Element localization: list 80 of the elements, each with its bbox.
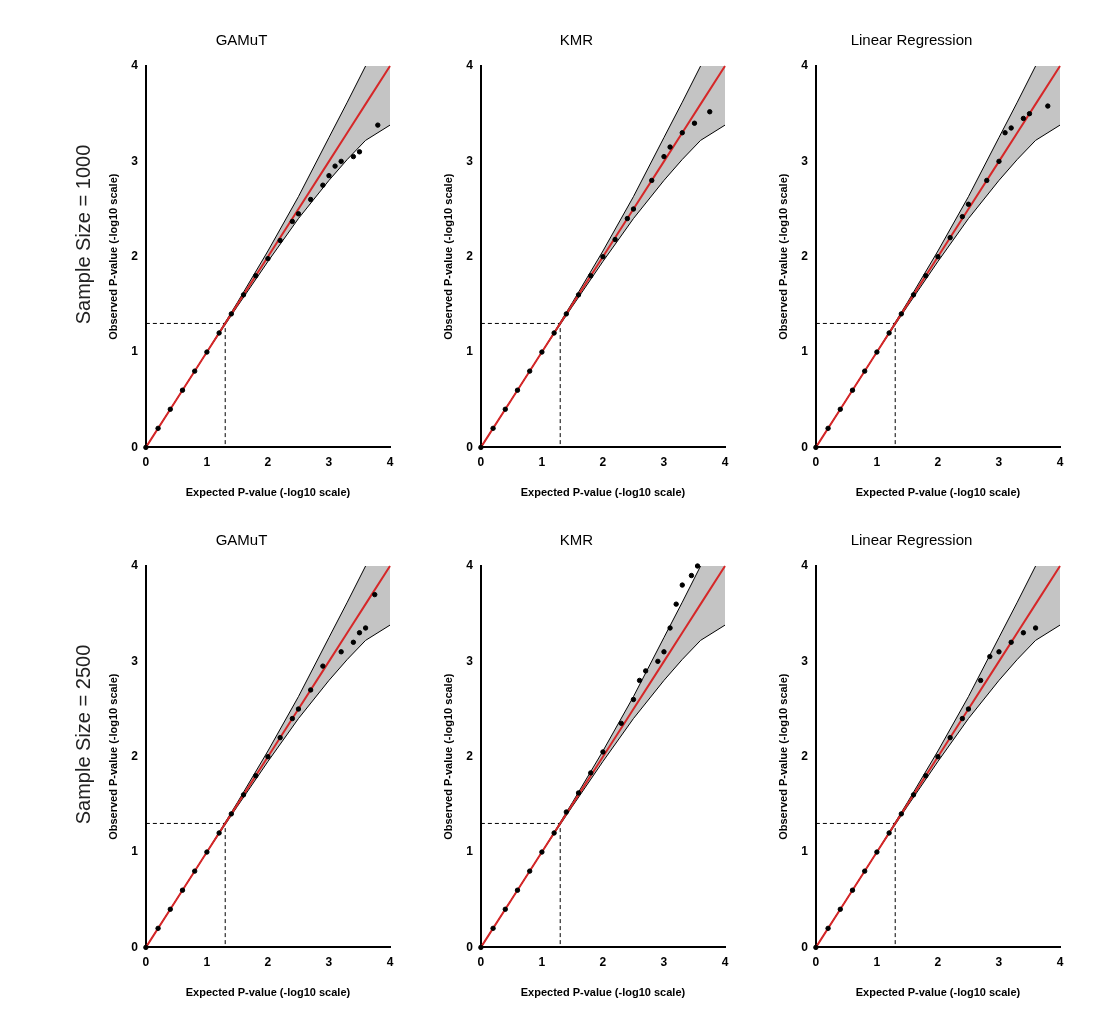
chart-title: Linear Regression bbox=[850, 31, 973, 49]
y-tick-label: 2 bbox=[466, 749, 474, 764]
x-tick-label: 3 bbox=[325, 454, 333, 469]
x-tick-label: 0 bbox=[477, 454, 485, 469]
y-tick-label: 0 bbox=[801, 439, 809, 454]
x-tick-label: 1 bbox=[873, 954, 881, 969]
y-tick-label: 2 bbox=[466, 249, 474, 264]
y-tick-label: 1 bbox=[801, 344, 809, 359]
y-tick-label: 0 bbox=[131, 439, 139, 454]
y-tick-label: 2 bbox=[131, 249, 139, 264]
y-axis-title: Observed P-value (-log10 scale) bbox=[106, 173, 119, 340]
y-tick-label: 3 bbox=[131, 653, 139, 668]
y-tick-label: 3 bbox=[801, 653, 809, 668]
y-tick-label: 1 bbox=[466, 344, 474, 359]
y-tick-label: 4 bbox=[466, 558, 474, 573]
y-tick-label: 2 bbox=[801, 249, 809, 264]
x-tick-label: 0 bbox=[142, 454, 150, 469]
y-tick-label: 0 bbox=[466, 439, 474, 454]
y-tick-label: 2 bbox=[801, 749, 809, 764]
y-tick-label: 4 bbox=[466, 58, 474, 73]
y-axis-title: Observed P-value (-log10 scale) bbox=[776, 673, 789, 840]
x-axis-title: Expected P-value (-log10 scale) bbox=[520, 986, 686, 999]
x-tick-label: 0 bbox=[142, 954, 150, 969]
y-tick-label: 0 bbox=[801, 939, 809, 954]
x-tick-label: 4 bbox=[1056, 454, 1064, 469]
x-tick-label: 2 bbox=[934, 954, 942, 969]
x-tick-label: 0 bbox=[812, 954, 820, 969]
chart-title: KMR bbox=[559, 31, 594, 49]
x-tick-label: 2 bbox=[264, 954, 272, 969]
y-tick-label: 2 bbox=[131, 749, 139, 764]
chart-title: KMR bbox=[559, 531, 594, 549]
y-tick-label: 1 bbox=[131, 844, 139, 859]
x-tick-label: 4 bbox=[386, 954, 394, 969]
y-tick-label: 4 bbox=[131, 558, 139, 573]
y-tick-label: 1 bbox=[466, 844, 474, 859]
y-axis-title: Observed P-value (-log10 scale) bbox=[441, 673, 454, 840]
chart-title: GAMuT bbox=[215, 31, 268, 49]
y-tick-label: 4 bbox=[801, 558, 809, 573]
chart-title: GAMuT bbox=[215, 531, 268, 549]
x-tick-label: 4 bbox=[1056, 954, 1064, 969]
x-tick-label: 2 bbox=[599, 954, 607, 969]
x-tick-label: 1 bbox=[203, 954, 211, 969]
x-tick-label: 3 bbox=[660, 954, 668, 969]
x-tick-label: 3 bbox=[995, 954, 1003, 969]
x-tick-label: 3 bbox=[325, 954, 333, 969]
text: Sample Size = 2500 bbox=[71, 643, 95, 827]
x-tick-label: 2 bbox=[599, 454, 607, 469]
x-tick-label: 1 bbox=[873, 454, 881, 469]
x-axis-title: Expected P-value (-log10 scale) bbox=[185, 486, 351, 499]
y-axis-title: Observed P-value (-log10 scale) bbox=[776, 173, 789, 340]
x-tick-label: 4 bbox=[721, 954, 729, 969]
y-tick-label: 1 bbox=[131, 344, 139, 359]
y-tick-label: 0 bbox=[466, 939, 474, 954]
x-tick-label: 4 bbox=[721, 454, 729, 469]
y-tick-label: 3 bbox=[466, 153, 474, 168]
x-axis-title: Expected P-value (-log10 scale) bbox=[520, 486, 686, 499]
y-tick-label: 3 bbox=[801, 153, 809, 168]
x-axis-title: Expected P-value (-log10 scale) bbox=[855, 486, 1021, 499]
x-tick-label: 1 bbox=[203, 454, 211, 469]
x-tick-label: 0 bbox=[812, 454, 820, 469]
y-tick-label: 0 bbox=[131, 939, 139, 954]
x-axis-title: Expected P-value (-log10 scale) bbox=[855, 986, 1021, 999]
x-tick-label: 3 bbox=[660, 454, 668, 469]
text: Sample Size = 1000 bbox=[71, 143, 95, 327]
x-tick-label: 4 bbox=[386, 454, 394, 469]
x-axis-title: Expected P-value (-log10 scale) bbox=[185, 986, 351, 999]
y-axis-title: Observed P-value (-log10 scale) bbox=[106, 673, 119, 840]
x-tick-label: 2 bbox=[264, 454, 272, 469]
y-tick-label: 3 bbox=[131, 153, 139, 168]
chart-title: Linear Regression bbox=[850, 531, 973, 549]
x-tick-label: 0 bbox=[477, 954, 485, 969]
y-axis-title: Observed P-value (-log10 scale) bbox=[441, 173, 454, 340]
x-tick-label: 1 bbox=[538, 454, 546, 469]
x-tick-label: 1 bbox=[538, 954, 546, 969]
y-tick-label: 1 bbox=[801, 844, 809, 859]
y-tick-label: 4 bbox=[801, 58, 809, 73]
x-tick-label: 2 bbox=[934, 454, 942, 469]
x-tick-label: 3 bbox=[995, 454, 1003, 469]
y-tick-label: 4 bbox=[131, 58, 139, 73]
y-tick-label: 3 bbox=[466, 653, 474, 668]
